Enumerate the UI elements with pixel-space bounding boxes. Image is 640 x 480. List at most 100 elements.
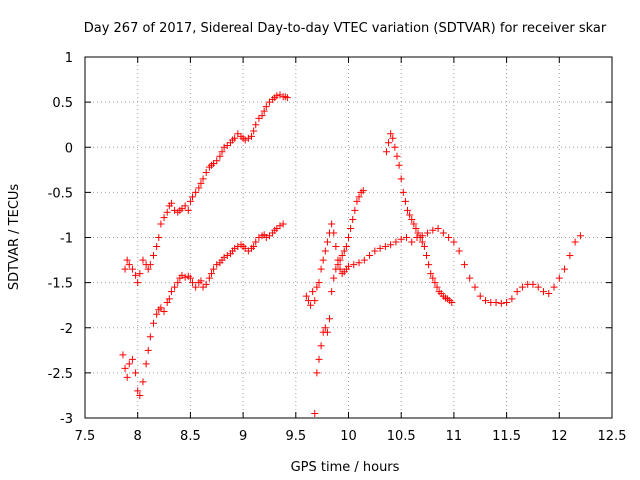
x-tick-label: 11	[446, 429, 463, 444]
data-point	[482, 297, 490, 305]
data-point	[273, 92, 281, 100]
data-point	[150, 319, 158, 327]
data-point	[397, 235, 405, 243]
data-point	[342, 243, 350, 251]
data-point	[313, 369, 321, 377]
data-point	[174, 279, 182, 287]
data-point	[330, 229, 338, 237]
data-point	[313, 283, 321, 291]
data-point	[167, 288, 175, 296]
x-tick-label: 9.5	[285, 429, 306, 444]
data-point	[349, 215, 357, 223]
data-point	[332, 243, 340, 251]
data-point	[119, 351, 127, 359]
data-point	[336, 265, 344, 273]
data-point	[220, 143, 228, 151]
y-tick-label: 1	[65, 51, 73, 66]
data-point	[360, 256, 368, 264]
data-point	[252, 121, 260, 129]
data-point	[561, 265, 569, 273]
data-point	[455, 247, 463, 255]
data-point	[350, 261, 358, 269]
data-point	[439, 229, 447, 237]
data-point	[128, 355, 136, 363]
data-point	[121, 364, 129, 372]
data-point	[125, 360, 133, 368]
data-point	[184, 206, 192, 214]
data-point	[389, 134, 397, 142]
data-point	[420, 243, 428, 251]
data-point	[197, 179, 205, 187]
data-point	[387, 241, 395, 249]
data-point	[534, 283, 542, 291]
data-point	[302, 292, 310, 300]
data-point	[414, 229, 422, 237]
y-tick-label: 0.5	[52, 96, 73, 111]
data-point	[319, 256, 327, 264]
data-point	[466, 274, 474, 282]
data-point	[163, 298, 171, 306]
data-point	[513, 288, 521, 296]
data-point	[304, 297, 312, 305]
chart-title: Day 267 of 2017, Sidereal Day-to-day VTE…	[84, 21, 607, 36]
data-point	[202, 280, 210, 288]
data-point	[213, 261, 221, 269]
data-point	[218, 148, 226, 156]
data-point	[334, 256, 342, 264]
x-tick-label: 12	[551, 429, 568, 444]
data-point	[338, 252, 346, 260]
x-tick-label: 10.5	[387, 429, 416, 444]
data-point	[262, 103, 270, 111]
data-point	[425, 261, 433, 269]
data-point	[195, 184, 203, 192]
data-point	[146, 333, 154, 341]
x-axis-label: GPS time / hours	[291, 460, 400, 475]
data-point	[307, 301, 315, 309]
data-point	[387, 130, 395, 138]
data-point	[566, 252, 574, 260]
data-point	[340, 247, 348, 255]
x-tick-label: 8	[134, 429, 142, 444]
y-tick-label: -0.5	[48, 186, 73, 201]
data-point	[571, 238, 579, 246]
data-point	[163, 208, 171, 216]
data-point	[192, 283, 200, 291]
data-point	[326, 315, 334, 323]
data-point	[136, 270, 144, 278]
data-point	[323, 328, 331, 336]
data-point	[315, 279, 323, 287]
data-point	[199, 175, 207, 183]
data-point	[328, 288, 336, 296]
data-point	[427, 270, 435, 278]
data-point	[260, 107, 268, 115]
y-axis-label: SDTVAR / TECUs	[7, 184, 22, 291]
x-tick-label: 7.5	[75, 429, 96, 444]
data-point	[178, 271, 186, 279]
data-point	[393, 152, 401, 160]
data-point	[315, 355, 323, 363]
x-tick-label: 9	[239, 429, 247, 444]
data-point	[210, 265, 218, 273]
data-point	[434, 224, 442, 232]
data-point	[433, 283, 441, 291]
data-point	[144, 346, 152, 354]
data-point	[311, 297, 319, 305]
data-point	[216, 152, 224, 160]
data-point	[418, 238, 426, 246]
y-tick-label: -1	[60, 232, 73, 247]
data-point	[345, 234, 352, 241]
data-point	[399, 188, 407, 196]
data-point	[157, 220, 165, 228]
data-point	[186, 274, 194, 282]
data-point	[134, 387, 142, 395]
data-point	[328, 220, 336, 228]
data-point	[248, 132, 256, 140]
data-point	[279, 220, 287, 228]
y-tick-label: -1.5	[48, 277, 73, 292]
data-point	[132, 271, 140, 279]
data-point	[408, 215, 416, 223]
data-point	[157, 304, 165, 312]
data-point	[429, 274, 437, 282]
data-point	[192, 188, 200, 196]
